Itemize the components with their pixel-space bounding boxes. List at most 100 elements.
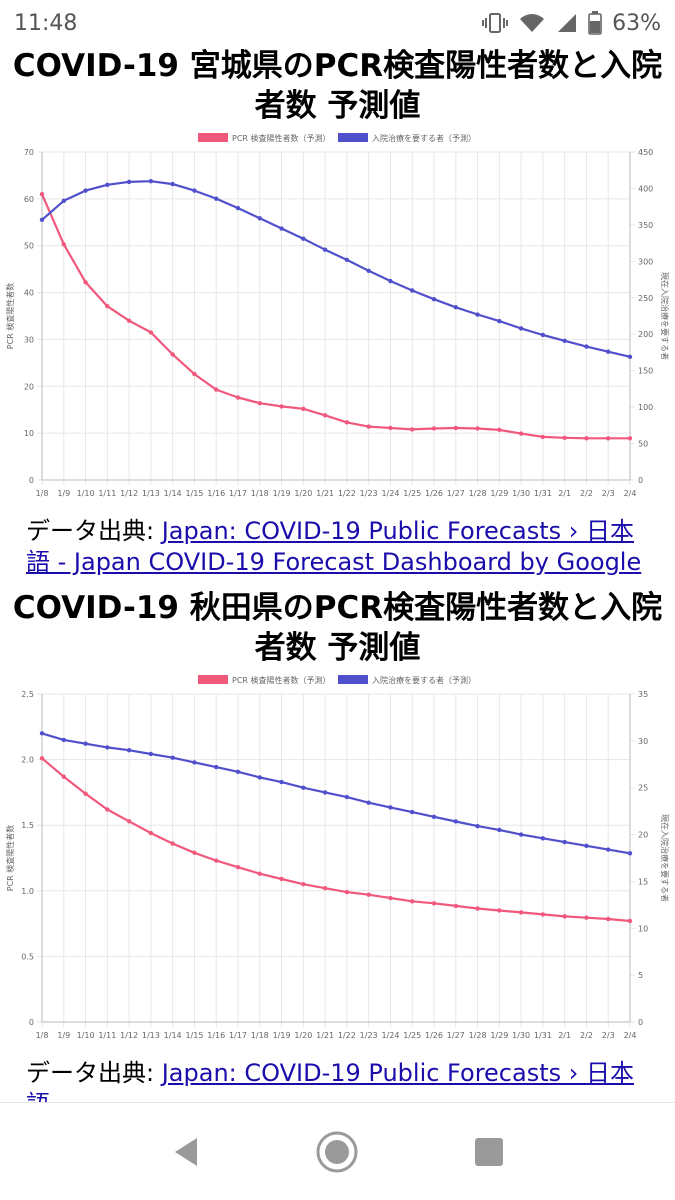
x-tick-label: 2/4 [624,1031,637,1040]
vibrate-icon [482,13,509,33]
data-point [61,198,66,204]
data-point [627,851,633,856]
data-point [235,205,241,211]
legend-swatch [338,133,368,142]
y2-tick-label: 450 [638,148,653,157]
x-tick-label: 1/17 [229,1031,247,1040]
data-point [606,847,611,852]
y-axis-title: PCR 検査陽性者数 [5,825,15,892]
source-link[interactable]: Japan: COVID-19 Public Forecasts › 日本語 -… [26,517,642,576]
data-point [388,425,393,431]
data-point [388,278,393,284]
y-tick-label: 30 [24,335,34,344]
series-line [41,732,631,855]
data-point [518,431,524,436]
data-point [192,371,197,377]
x-tick-label: 1/26 [425,489,443,498]
data-point [366,268,371,274]
data-point [431,297,437,302]
data-point [627,436,633,441]
recent-apps-button[interactable] [459,1122,519,1182]
legend-label: 入院治療を要する者（予測） [372,133,476,143]
x-tick-label: 1/30 [512,489,530,498]
back-button[interactable] [156,1122,216,1182]
data-point [83,188,88,193]
source-prefix: データ出典: [26,517,162,545]
x-tick-label: 1/19 [273,489,291,498]
data-point [126,318,132,323]
x-tick-label: 1/12 [120,489,138,498]
data-point [606,916,611,922]
data-point [497,318,502,324]
y2-tick-label: 0 [638,476,643,485]
data-point [322,790,328,795]
data-point [562,435,567,441]
data-point [584,344,589,349]
data-point [497,908,502,913]
data-point [257,216,262,221]
data-point [39,756,45,761]
data-point [214,764,219,770]
x-tick-label: 1/18 [251,1031,269,1040]
x-tick-label: 1/23 [360,1031,378,1040]
status-time: 11:48 [14,10,78,36]
data-point [475,312,480,317]
data-point [322,885,328,891]
x-tick-label: 1/14 [164,489,182,498]
y2-tick-label: 50 [638,440,648,449]
y2-tick-label: 30 [638,737,648,746]
series-line [41,180,631,358]
x-tick-label: 1/20 [294,489,312,498]
source-link[interactable]: Japan: COVID-19 Public Forecasts › 日本語 [26,1059,634,1102]
x-tick-label: 1/21 [316,1031,334,1040]
y2-tick-label: 300 [638,257,653,266]
battery-icon [588,11,602,35]
data-point [453,819,458,824]
chart-akita: 1/8 1/9 1/10 1/11 1/12 1/13 1/14 1/15 1/16 1/17 1/… [0,668,675,1058]
data-point [344,257,350,263]
x-tick-label: 1/14 [164,1031,182,1040]
data-point [301,882,306,887]
data-point [279,404,284,409]
data-point [214,196,219,201]
data-point [453,425,458,431]
data-point [475,906,480,911]
y-tick-label: 60 [24,195,34,204]
x-tick-label: 1/30 [512,1031,530,1040]
data-point [148,178,154,184]
y-tick-label: 20 [24,382,34,391]
data-point [518,832,524,837]
data-point [279,876,284,882]
y-tick-label: 50 [24,242,34,251]
back-icon [174,1137,197,1166]
data-point [431,426,437,431]
home-button[interactable] [307,1122,367,1182]
data-point [322,247,328,252]
recent-apps-icon [475,1137,504,1166]
data-point [170,841,175,846]
data-point [39,217,45,222]
legend-label: PCR 検査陽性者数（予測） [232,675,331,685]
data-point [540,434,546,440]
x-tick-label: 2/1 [558,489,571,498]
x-tick-label: 1/15 [185,1031,203,1040]
data-point [170,181,175,187]
data-point [606,349,611,354]
data-point [388,895,393,901]
data-point [126,179,132,185]
y2-tick-label: 0 [638,1018,643,1027]
chart-svg: 1/8 1/9 1/10 1/11 1/12 1/13 1/14 1/15 1/16 1/17 1/… [5,675,670,1040]
y-tick-label: 2.5 [21,690,34,699]
battery-percent: 63% [612,10,661,36]
home-icon [316,1131,358,1172]
source-line: データ出典: Japan: COVID-19 Public Forecasts … [0,516,675,578]
x-tick-label: 2/3 [602,489,615,498]
y-tick-label: 10 [24,429,34,438]
y2-tick-label: 250 [638,294,653,303]
data-point [388,805,393,810]
y2-tick-label: 100 [638,403,653,412]
data-point [344,794,350,800]
x-tick-label: 2/1 [558,1031,571,1040]
y-tick-label: 1.5 [21,821,34,830]
x-tick-label: 1/11 [98,1031,116,1040]
